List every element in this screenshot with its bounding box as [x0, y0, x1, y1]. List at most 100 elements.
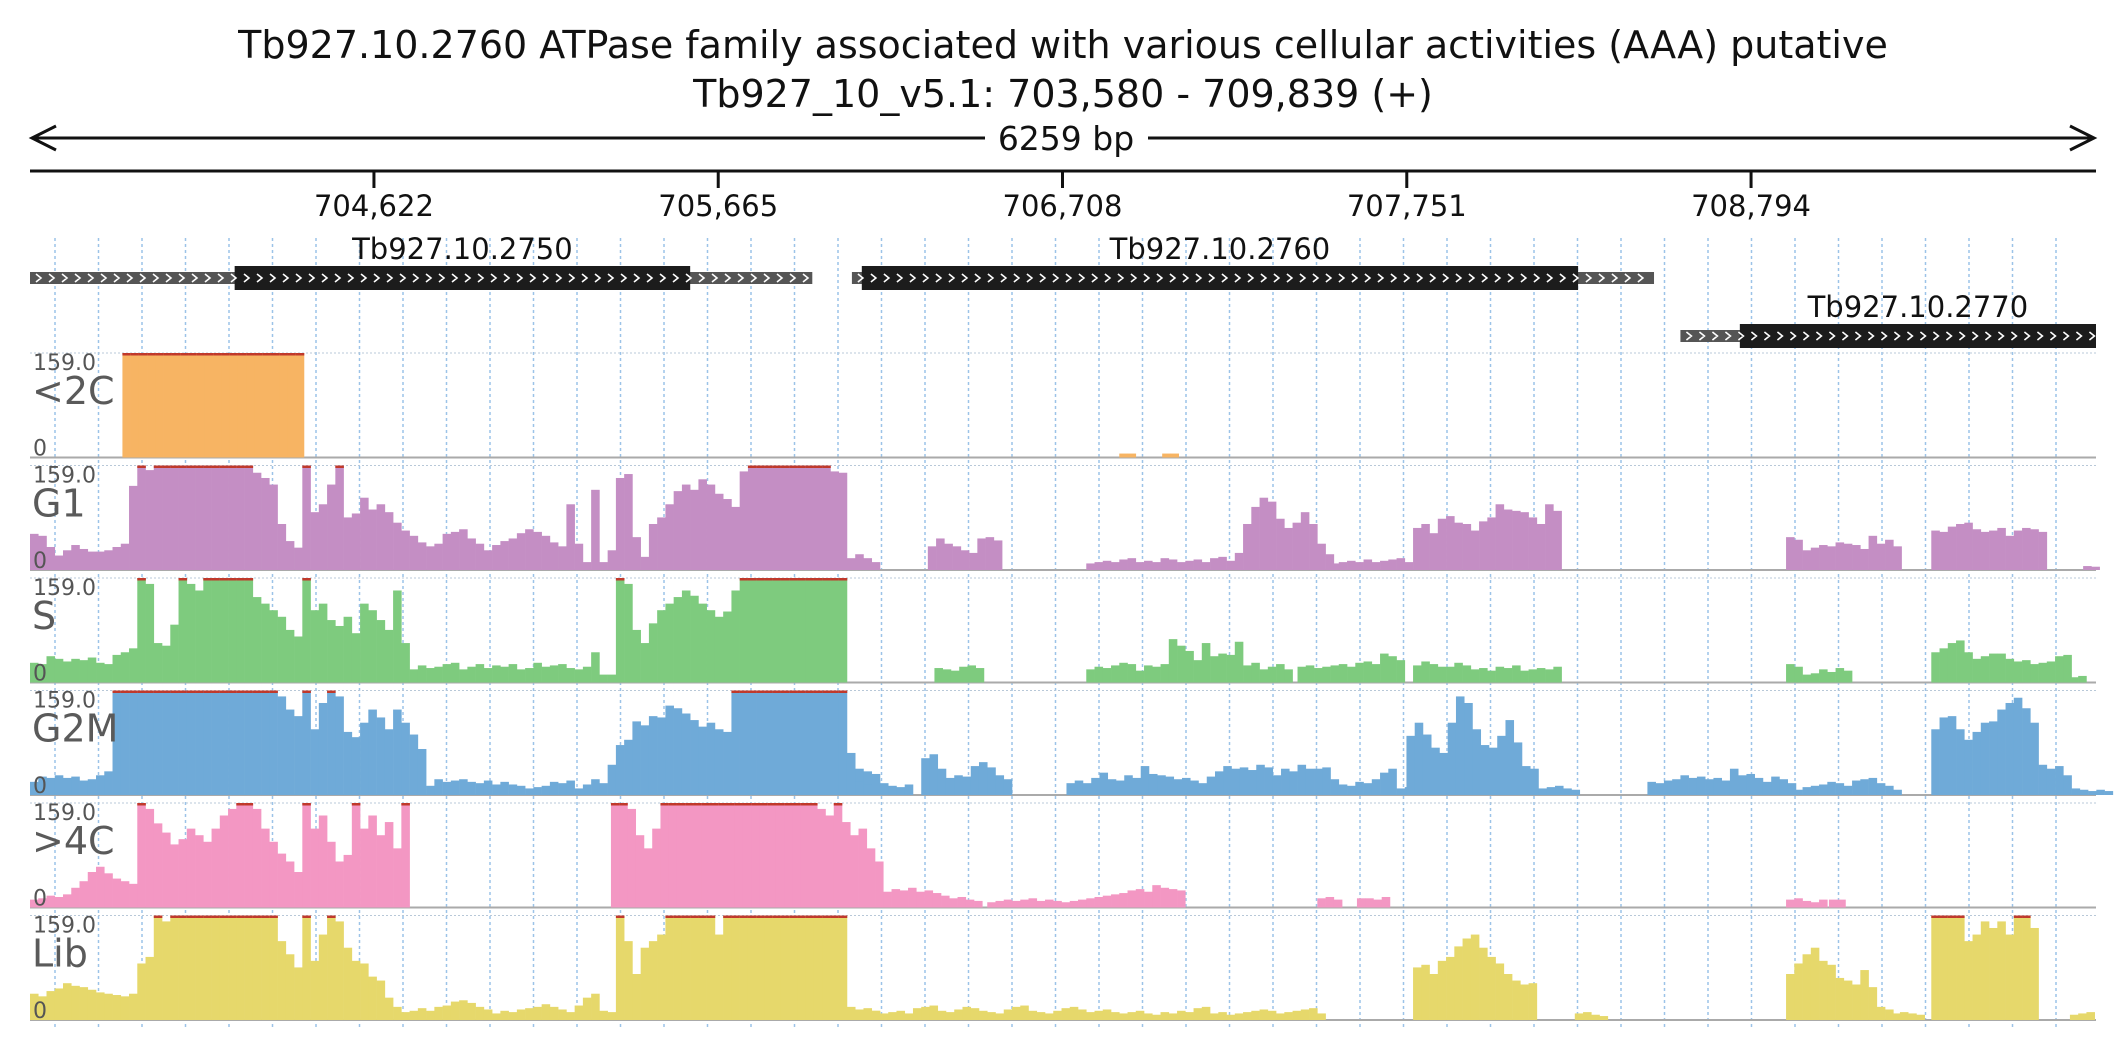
coverage-bar	[343, 517, 353, 570]
clip-marker	[137, 690, 146, 693]
coverage-bar	[574, 788, 584, 795]
clip-marker	[731, 690, 740, 693]
coverage-bar	[2055, 766, 2064, 795]
coverage-bar	[1223, 766, 1232, 795]
coverage-bar	[87, 657, 97, 683]
coverage-bar	[63, 894, 72, 908]
clip-marker	[780, 578, 790, 581]
coverage-bar	[1503, 973, 1513, 1020]
coverage-bar	[1980, 722, 1990, 795]
coverage-bar	[343, 616, 353, 683]
clip-marker	[254, 353, 264, 356]
coverage-bar	[855, 554, 864, 570]
clip-marker	[747, 915, 757, 918]
coverage-bar	[665, 915, 674, 1020]
coverage-bar	[1281, 768, 1290, 795]
coverage-bar	[1972, 934, 1982, 1020]
coverage-bar	[805, 578, 815, 683]
coverage-bar	[2030, 927, 2039, 1020]
coverage-bar	[624, 941, 633, 1020]
coverage-bar	[1193, 559, 1203, 570]
coverage-bar	[71, 545, 80, 570]
coverage-bar	[277, 696, 287, 795]
coverage-bar	[1215, 771, 1224, 795]
coverage-bar	[1956, 915, 1965, 1020]
coverage-bar	[211, 578, 221, 683]
coverage-bar	[937, 1010, 947, 1020]
coverage-bar	[203, 841, 212, 908]
coverage-bar	[1140, 766, 1150, 795]
coverage-bar	[1931, 729, 1940, 795]
coverage-bar	[351, 803, 361, 908]
coverage-bar	[1680, 775, 1689, 795]
coverage-bar	[409, 1010, 419, 1020]
coverage-bar	[932, 893, 942, 908]
coverage-bar	[54, 896, 64, 908]
coverage-bar	[1454, 662, 1463, 683]
coverage-bar	[1078, 899, 1087, 908]
coverage-bar	[1802, 900, 1812, 908]
coverage-bar	[145, 808, 155, 908]
coverage-bar	[269, 915, 278, 1020]
coverage-bar	[648, 623, 658, 683]
coverage-bar	[1086, 898, 1095, 908]
coverage-bar	[1446, 666, 1455, 683]
coverage-bar	[195, 465, 204, 570]
coverage-bar	[1729, 768, 1739, 795]
coverage-bar	[1520, 670, 1529, 683]
coverage-bar	[1835, 668, 1845, 683]
coverage-bar	[855, 1012, 864, 1020]
coverage-bar	[467, 1002, 476, 1020]
coverage-bar	[525, 1008, 534, 1020]
track-ymin-label: 0	[33, 774, 47, 799]
clip-marker	[195, 465, 204, 468]
coverage-bar	[269, 610, 278, 683]
coverage-bar	[1028, 898, 1038, 908]
coverage-bar	[1497, 735, 1506, 795]
coverage-bar	[1152, 1014, 1161, 1020]
coverage-bar	[731, 915, 740, 1020]
coverage-bar	[871, 562, 881, 570]
clip-marker	[709, 803, 719, 806]
coverage-bar	[1487, 517, 1496, 570]
coverage-bar	[927, 546, 937, 570]
coverage-bar	[942, 669, 952, 683]
coverage-bar	[1157, 775, 1166, 795]
coverage-bar	[681, 713, 691, 795]
coverage-bar	[516, 669, 526, 683]
coverage-bar	[244, 803, 254, 908]
coverage-bar	[1997, 527, 2006, 570]
coverage-bar	[1135, 670, 1145, 683]
coverage-bar	[871, 780, 881, 795]
clip-marker	[789, 578, 798, 581]
coverage-bar	[1672, 779, 1681, 795]
coverage-bar	[219, 690, 229, 795]
coverage-bar	[599, 674, 608, 683]
coverage-bar	[54, 658, 64, 683]
coverage-bar	[879, 1013, 889, 1020]
coverage-bar	[846, 558, 856, 570]
coverage-bar	[228, 808, 237, 908]
coverage-bar	[1226, 654, 1236, 683]
coverage-bar	[228, 578, 237, 683]
coverage-bar	[360, 963, 369, 1020]
coverage-bar	[1521, 766, 1531, 795]
coverage-bar	[1012, 900, 1021, 908]
clip-marker	[813, 690, 823, 693]
coverage-bar	[500, 781, 509, 795]
coverage-bar	[706, 610, 716, 683]
coverage-bar	[1267, 666, 1277, 683]
coverage-bar	[2022, 915, 2031, 1020]
coverage-bar	[1746, 773, 1755, 795]
coverage-bar	[2013, 915, 2023, 1020]
coverage-bar	[295, 353, 305, 458]
clip-marker	[244, 803, 254, 806]
clip-marker	[120, 690, 130, 693]
clip-marker	[676, 803, 686, 806]
clip-marker	[178, 915, 188, 918]
coverage-bar	[1794, 539, 1803, 570]
track-ymin-label: 0	[33, 999, 47, 1024]
coverage-bar	[2096, 789, 2105, 795]
coverage-bar	[780, 690, 790, 795]
coverage-bar	[294, 716, 303, 795]
